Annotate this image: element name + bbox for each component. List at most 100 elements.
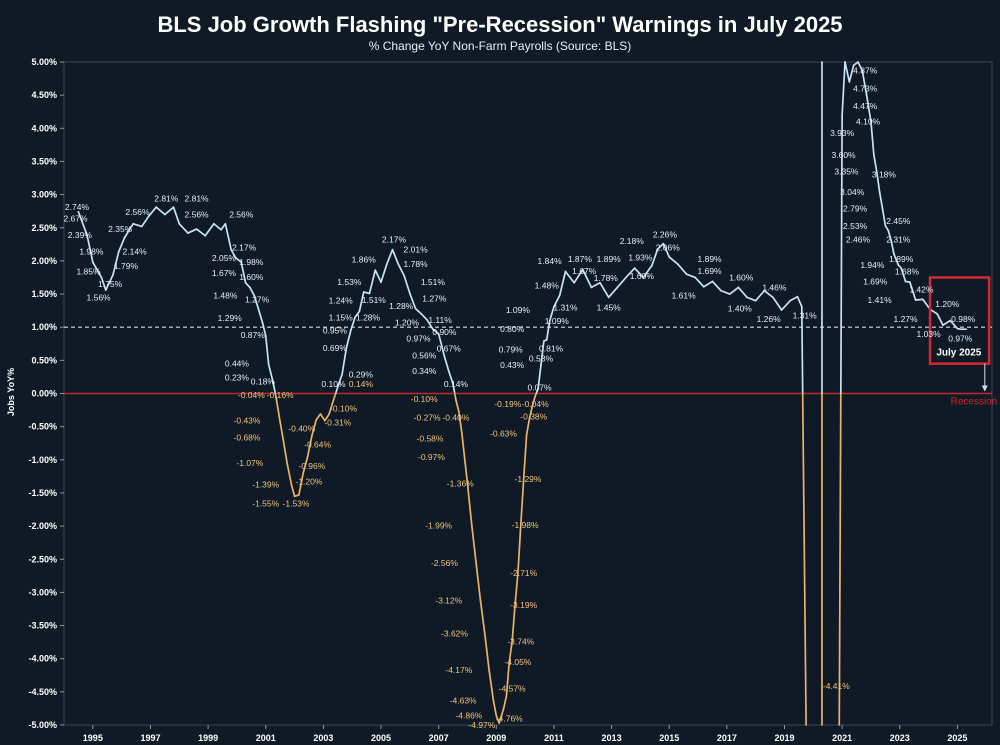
data-label: 1.51% (421, 277, 446, 287)
data-label: 1.89% (698, 254, 723, 264)
series-line-segment (437, 332, 446, 358)
x-tick-label: 2007 (429, 733, 449, 743)
series-line-segment (800, 305, 804, 395)
series-line-segment (772, 296, 783, 311)
series-line-segment (187, 228, 198, 234)
y-axis-label: Jobs YoY% (6, 368, 16, 416)
series-line-segment (590, 281, 601, 289)
y-tick-label: -0.50% (28, 422, 57, 432)
data-label: 0.98% (951, 314, 976, 324)
data-label: 2.01% (404, 245, 429, 255)
series-line-segment (323, 413, 330, 422)
y-tick-label: -4.00% (28, 654, 57, 664)
series-line-segment (949, 319, 959, 330)
data-label: -0.43% (234, 416, 261, 426)
data-label: 1.89% (889, 254, 914, 264)
series-line-segment (838, 392, 842, 726)
series-line-segment (875, 170, 881, 193)
series-line-segment (857, 61, 864, 72)
series-line-segment (358, 291, 365, 313)
series-line-segment (914, 298, 924, 301)
data-label: 1.31% (553, 302, 578, 312)
series-line-segment (298, 472, 305, 496)
data-label: -1.29% (515, 474, 542, 484)
data-label: 0.56% (412, 351, 437, 361)
y-tick-label: 2.50% (31, 223, 57, 233)
series-line-segment (447, 370, 454, 386)
data-label: 0.81% (539, 343, 564, 353)
series-line-segment (274, 395, 281, 423)
series-line-segment (397, 263, 405, 277)
data-label: 1.85% (76, 267, 101, 277)
data-label: 1.29% (218, 313, 243, 323)
series-line-segment (900, 267, 907, 283)
data-label: -1.53% (283, 499, 310, 509)
data-label: 1.86% (352, 255, 377, 265)
data-label: -0.19% (494, 399, 521, 409)
data-label: 2.39% (68, 230, 93, 240)
series-line-segment (884, 224, 890, 232)
data-label: 4.47% (853, 101, 878, 111)
series-line-segment (362, 291, 371, 295)
series-line-segment (234, 256, 243, 264)
data-label: 2.74% (65, 202, 90, 212)
data-label: 1.27% (245, 294, 270, 304)
data-label: 1.48% (535, 280, 560, 290)
series-line-segment (463, 456, 469, 485)
data-label: 1.11% (428, 315, 452, 325)
series-line-segment (86, 234, 94, 264)
series-line-segment (890, 239, 895, 256)
series-line-segment (272, 380, 277, 395)
data-label: -0.40% (288, 424, 315, 434)
data-label: -0.27% (414, 412, 441, 422)
series-line-segment (616, 276, 627, 289)
data-label: 2.14% (123, 247, 148, 257)
data-label: 1.89% (597, 254, 622, 264)
series-line-segment (839, 114, 843, 395)
data-label: 1.27% (422, 294, 447, 304)
series-line-segment (514, 572, 519, 606)
series-line-segment (420, 313, 428, 321)
data-label: 1.56% (87, 292, 112, 302)
data-label: 3.60% (832, 150, 857, 160)
data-label: 1.42% (909, 284, 934, 294)
data-label: 2.17% (232, 243, 257, 253)
data-label: 1.84% (538, 256, 563, 266)
data-label: 1.53% (337, 277, 362, 287)
series-line-segment (642, 264, 653, 279)
data-label: 0.43% (500, 360, 525, 370)
series-line-segment (306, 435, 313, 458)
data-label: 0.18% (251, 377, 276, 387)
series-line-segment (488, 669, 495, 702)
series-line-segment (466, 482, 473, 527)
data-label: 1.98% (239, 257, 264, 267)
data-label: 3.35% (834, 166, 859, 176)
y-tick-label: -4.50% (28, 687, 57, 697)
data-label: 1.61% (672, 290, 697, 300)
series-line-segment (525, 417, 531, 437)
data-label: 2.46% (846, 235, 871, 245)
y-tick-label: 2.00% (31, 256, 57, 266)
series-line-segment (230, 248, 237, 259)
data-label: 0.29% (349, 369, 374, 379)
data-label: -0.40% (442, 412, 469, 422)
data-label: -1.39% (252, 479, 279, 489)
series-line-segment (505, 661, 511, 698)
data-label: -1.98% (512, 520, 539, 530)
series-line-segment (475, 562, 482, 602)
data-label: -0.63% (490, 428, 517, 438)
x-tick-label: 2023 (890, 733, 910, 743)
series-line-segment (279, 421, 284, 440)
series-line-segment (341, 346, 348, 376)
y-tick-label: -5.00% (28, 720, 57, 730)
data-label: 1.41% (868, 295, 893, 305)
data-label: 1.98% (79, 247, 104, 257)
series-line-segment (220, 222, 227, 231)
july-2025-highlight-box (928, 276, 991, 365)
series-line-segment (633, 267, 645, 279)
series-line-segment (519, 478, 525, 526)
series-line-segment (763, 289, 774, 299)
data-label: 1.40% (728, 304, 753, 314)
series-line-segment (460, 431, 466, 459)
